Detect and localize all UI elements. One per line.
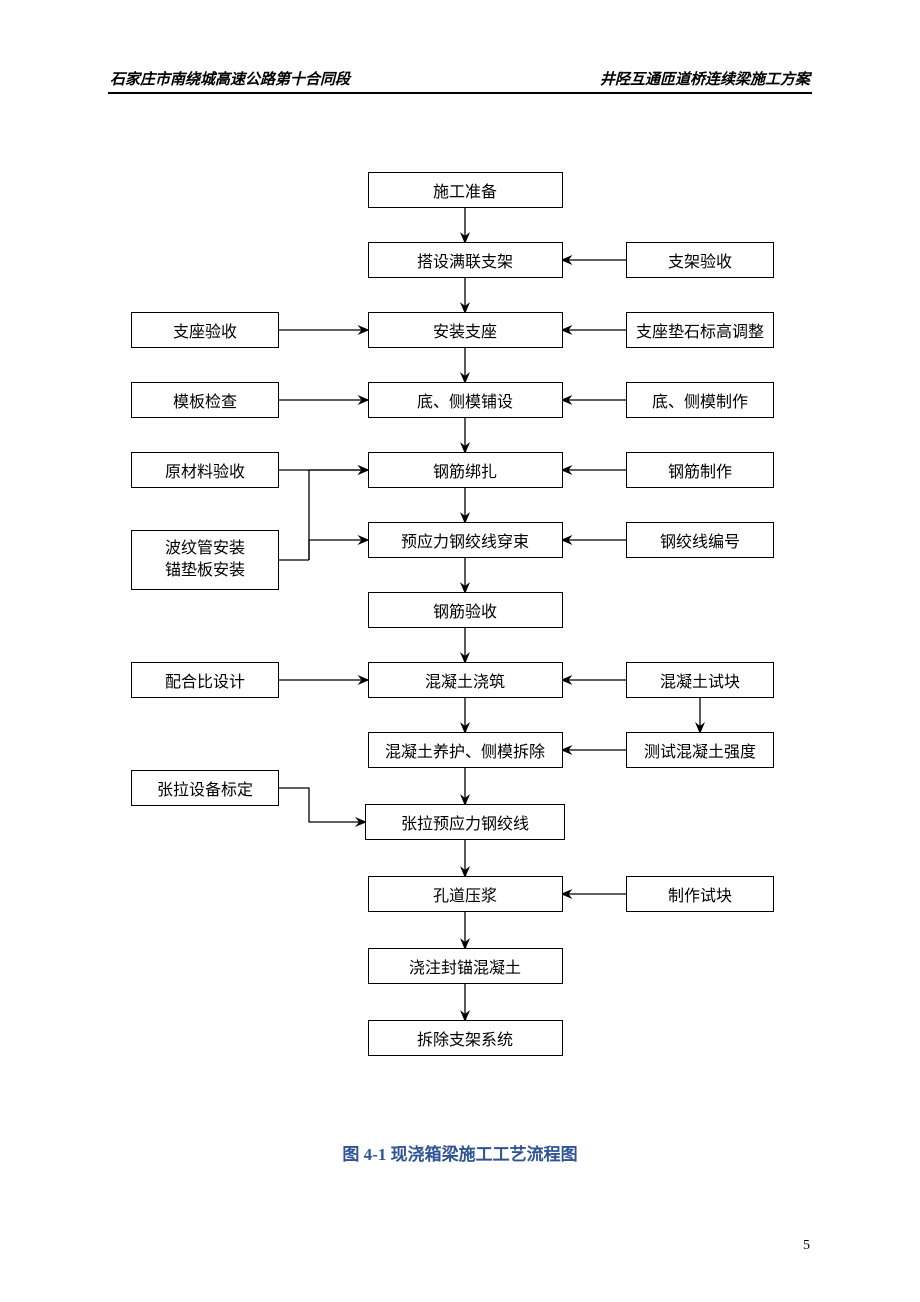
main-m8-label: 混凝土养护、侧模拆除 [385, 738, 545, 762]
right-r10-label: 制作试块 [668, 882, 732, 906]
main-m6-label: 钢筋验收 [433, 598, 497, 622]
main-m0: 施工准备 [368, 172, 563, 208]
main-m8: 混凝土养护、侧模拆除 [368, 732, 563, 768]
main-m7: 混凝土浇筑 [368, 662, 563, 698]
left-l4: 原材料验收 [131, 452, 279, 488]
flowchart-lines [0, 160, 920, 1130]
left-l4-label: 原材料验收 [165, 458, 245, 482]
right-r10: 制作试块 [626, 876, 774, 912]
right-r5: 钢绞线编号 [626, 522, 774, 558]
right-r2-label: 支座垫石标高调整 [636, 318, 764, 342]
right-r2: 支座垫石标高调整 [626, 312, 774, 348]
main-m6: 钢筋验收 [368, 592, 563, 628]
left-l3: 模板检查 [131, 382, 279, 418]
main-m9-label: 张拉预应力钢绞线 [401, 810, 529, 834]
left-l9: 张拉设备标定 [131, 770, 279, 806]
left-l2: 支座验收 [131, 312, 279, 348]
left-l7: 配合比设计 [131, 662, 279, 698]
main-m2-label: 安装支座 [433, 318, 497, 342]
right-r3: 底、侧模制作 [626, 382, 774, 418]
main-m11-label: 浇注封锚混凝土 [409, 954, 521, 978]
right-r1: 支架验收 [626, 242, 774, 278]
figure-caption: 图 4-1 现浇箱梁施工工艺流程图 [0, 1140, 920, 1165]
left-l9-label: 张拉设备标定 [157, 776, 253, 800]
main-m12: 拆除支架系统 [368, 1020, 563, 1056]
header-right: 井陉互通匝道桥连续梁施工方案 [600, 68, 810, 89]
main-m4: 钢筋绑扎 [368, 452, 563, 488]
right-r8: 测试混凝土强度 [626, 732, 774, 768]
left-l2-label: 支座验收 [173, 318, 237, 342]
page: 石家庄市南绕城高速公路第十合同段 井陉互通匝道桥连续梁施工方案 施工准备搭设满联… [0, 0, 920, 1302]
right-r8-label: 测试混凝土强度 [644, 738, 756, 762]
right-r7: 混凝土试块 [626, 662, 774, 698]
header-left: 石家庄市南绕城高速公路第十合同段 [110, 68, 350, 89]
main-m3: 底、侧模铺设 [368, 382, 563, 418]
main-m7-label: 混凝土浇筑 [425, 668, 505, 692]
left-l56-label: 波纹管安装锚垫板安装 [165, 538, 245, 583]
main-m0-label: 施工准备 [433, 178, 497, 202]
main-m11: 浇注封锚混凝土 [368, 948, 563, 984]
main-m1: 搭设满联支架 [368, 242, 563, 278]
main-m10: 孔道压浆 [368, 876, 563, 912]
right-r1-label: 支架验收 [668, 248, 732, 272]
right-r4-label: 钢筋制作 [668, 458, 732, 482]
right-r4: 钢筋制作 [626, 452, 774, 488]
main-m5-label: 预应力钢绞线穿束 [401, 528, 529, 552]
left-l56: 波纹管安装锚垫板安装 [131, 530, 279, 590]
main-m5: 预应力钢绞线穿束 [368, 522, 563, 558]
header-rule [108, 92, 812, 94]
main-m9: 张拉预应力钢绞线 [365, 804, 565, 840]
left-l3-label: 模板检查 [173, 388, 237, 412]
page-number: 5 [803, 1238, 810, 1254]
main-m3-label: 底、侧模铺设 [417, 388, 513, 412]
right-r5-label: 钢绞线编号 [660, 528, 740, 552]
left-l7-label: 配合比设计 [165, 668, 245, 692]
right-r7-label: 混凝土试块 [660, 668, 740, 692]
main-m4-label: 钢筋绑扎 [433, 458, 497, 482]
right-r3-label: 底、侧模制作 [652, 388, 748, 412]
main-m12-label: 拆除支架系统 [417, 1026, 513, 1050]
main-m2: 安装支座 [368, 312, 563, 348]
main-m1-label: 搭设满联支架 [417, 248, 513, 272]
flowchart: 施工准备搭设满联支架安装支座底、侧模铺设钢筋绑扎预应力钢绞线穿束钢筋验收混凝土浇… [0, 160, 920, 1120]
main-m10-label: 孔道压浆 [433, 882, 497, 906]
